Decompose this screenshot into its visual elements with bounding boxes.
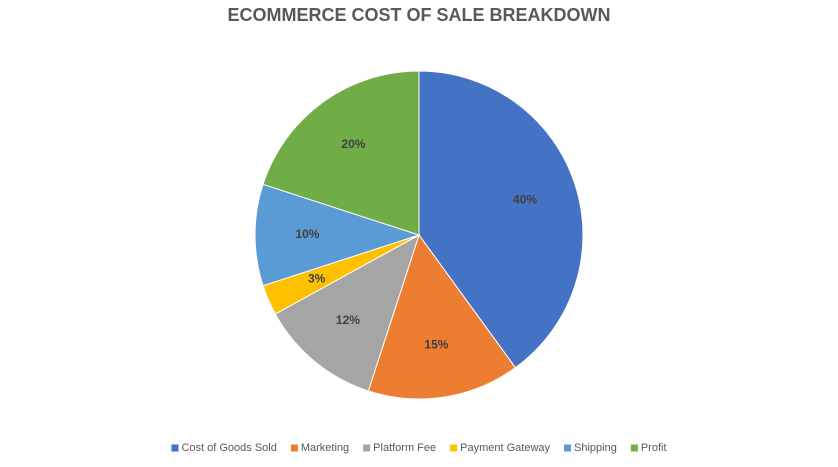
value-label: 10% — [295, 227, 319, 241]
value-label: 12% — [336, 313, 360, 327]
legend-label: Cost of Goods Sold — [181, 442, 276, 454]
legend-label: Shipping — [574, 442, 617, 454]
pie-slice — [418, 70, 584, 369]
value-label: 15% — [424, 337, 448, 351]
legend-label: Payment Gateway — [460, 442, 550, 454]
legend-label: Profit — [641, 442, 667, 454]
legend-swatch — [450, 444, 458, 452]
legend-swatch — [290, 444, 298, 452]
legend-swatch — [564, 444, 572, 452]
pie-slice — [254, 183, 421, 287]
value-label: 20% — [341, 137, 365, 151]
legend-swatch — [363, 444, 371, 452]
value-label: 3% — [308, 271, 326, 285]
legend: Cost of Goods Sold Marketing Platform Fee P… — [171, 442, 667, 454]
pie-slice — [262, 70, 420, 236]
pie-slice — [274, 233, 420, 392]
legend-swatch — [171, 444, 179, 452]
legend-label: Marketing — [301, 442, 349, 454]
chart-title: ECOMMERCE COST OF SALE BREAKDOWN — [227, 5, 610, 25]
pie-slice — [367, 233, 517, 400]
legend-swatch — [630, 444, 638, 452]
legend-label: Platform Fee — [373, 442, 436, 454]
value-label: 40% — [513, 193, 537, 207]
